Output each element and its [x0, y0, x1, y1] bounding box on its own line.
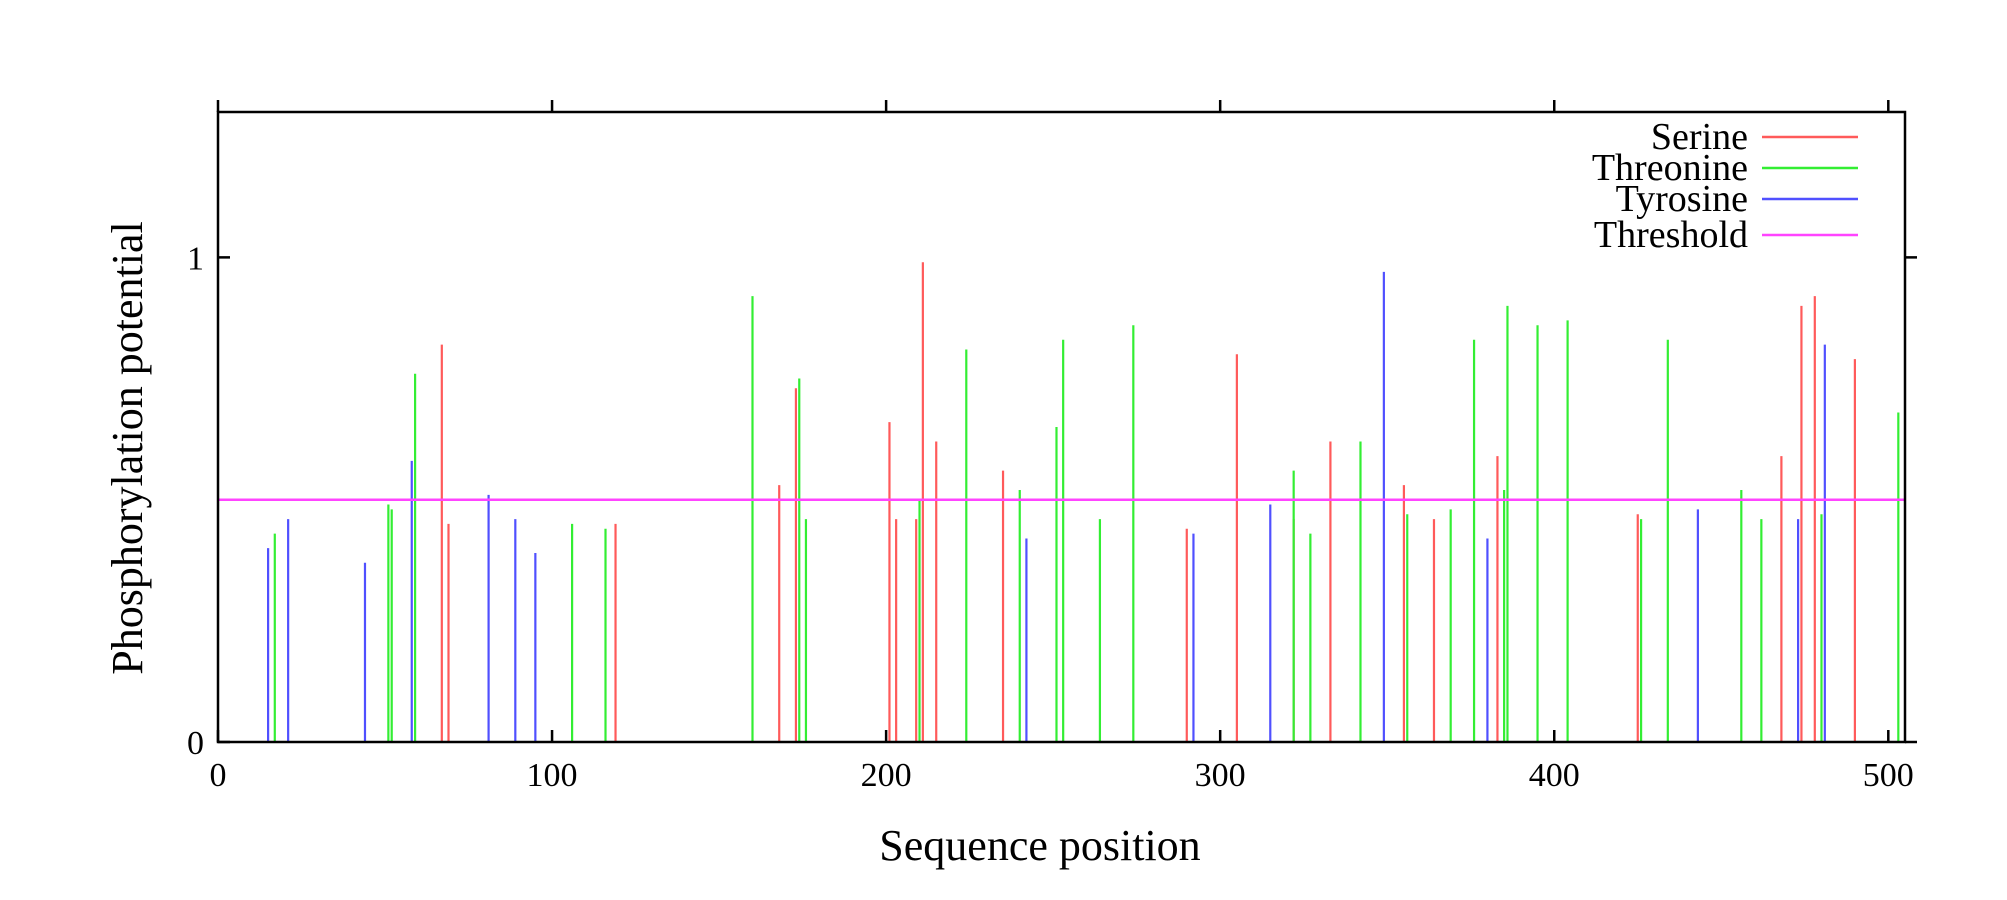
- chart-series-layer: [267, 262, 1900, 742]
- y-axis-title: Phosphorylation potential: [103, 221, 152, 674]
- legend-label-threonine: Threonine: [1592, 147, 1748, 189]
- series-tyrosine: [267, 271, 1826, 742]
- x-tick-label-0: 0: [210, 757, 227, 794]
- x-tick-label-300: 300: [1195, 757, 1246, 794]
- legend-label-serine: Serine: [1651, 116, 1748, 158]
- series-serine: [440, 262, 1856, 742]
- y-tick-label-0: 0: [187, 725, 204, 762]
- legend-label-tyrosine: Tyrosine: [1616, 178, 1748, 220]
- y-tick-label-1: 1: [187, 240, 204, 277]
- x-tick-label-500: 500: [1863, 757, 1914, 794]
- plot-frame: [216, 110, 1907, 744]
- series-threonine: [273, 296, 1900, 742]
- x-tick-label-400: 400: [1529, 757, 1580, 794]
- x-tick-label-100: 100: [527, 757, 578, 794]
- legend-label-threshold: Threshold: [1594, 214, 1748, 256]
- tick-layer: 0 100 200 300 400 500 0 1: [187, 100, 1917, 794]
- x-axis-title: Sequence position: [879, 821, 1200, 870]
- x-tick-label-200: 200: [861, 757, 912, 794]
